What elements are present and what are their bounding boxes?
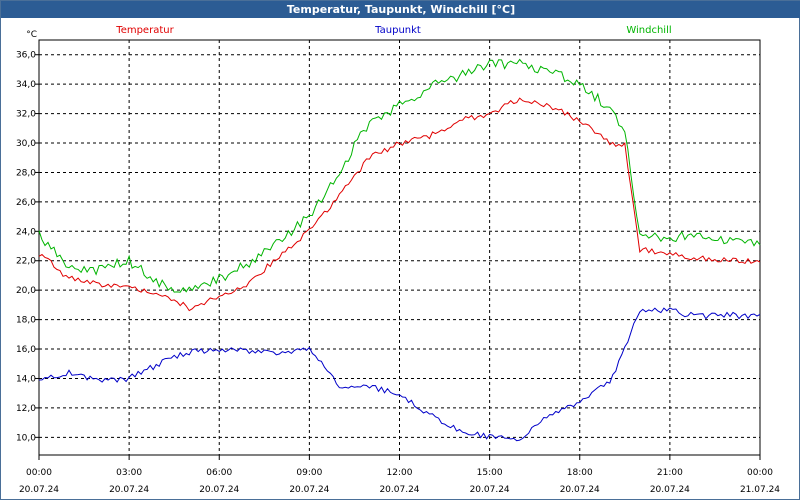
series-line-temperatur (38, 97, 761, 312)
x-tick-date-label: 20.07.24 (560, 485, 600, 495)
x-tick-time-label: 03:00 (116, 468, 142, 478)
y-tick-label: 12,0 (16, 404, 36, 414)
y-tick-label: 36,0 (16, 51, 36, 61)
y-tick-label: 16,0 (16, 345, 36, 355)
series-line-taupunkt (38, 307, 761, 442)
y-tick-label: 26,0 (16, 198, 36, 208)
x-tick-time-label: 09:00 (296, 468, 322, 478)
y-tick-label: 18,0 (16, 316, 36, 326)
x-tick-date-label: 20.07.24 (470, 485, 510, 495)
x-tick-time-label: 00:00 (26, 468, 52, 478)
legend-item-taupunkt: Taupunkt (374, 25, 421, 36)
y-tick-label: 20,0 (16, 286, 36, 296)
y-tick-label: 34,0 (16, 80, 36, 90)
y-tick-label: 28,0 (16, 168, 36, 178)
x-tick-date-label: 20.07.24 (650, 485, 690, 495)
y-tick-label: 30,0 (16, 139, 36, 149)
y-tick-label: 14,0 (16, 374, 36, 384)
x-tick-time-label: 21:00 (657, 468, 683, 478)
y-axis-label: °C (26, 30, 37, 40)
x-tick-date-label: 20.07.24 (199, 485, 239, 495)
x-tick-time-label: 15:00 (477, 468, 503, 478)
x-tick-date-label: 20.07.24 (109, 485, 149, 495)
x-tick-time-label: 06:00 (206, 468, 232, 478)
x-tick-time-label: 12:00 (387, 468, 413, 478)
y-tick-label: 10,0 (16, 433, 36, 443)
x-tick-date-label: 20.07.24 (19, 485, 59, 495)
x-tick-date-label: 21.07.24 (740, 485, 780, 495)
x-tick-time-label: 18:00 (567, 468, 593, 478)
legend-item-windchill: Windchill (626, 25, 671, 36)
x-tick-date-label: 20.07.24 (379, 485, 419, 495)
chart-title-bar: Temperatur, Taupunkt, Windchill [°C] (1, 1, 800, 18)
y-tick-label: 32,0 (16, 110, 36, 120)
legend-item-temperatur: Temperatur (115, 25, 174, 36)
x-tick-time-label: 00:00 (747, 468, 773, 478)
y-tick-label: 22,0 (16, 257, 36, 267)
y-tick-label: 24,0 (16, 227, 36, 237)
series-line-windchill (38, 58, 761, 293)
x-tick-date-label: 20.07.24 (289, 485, 329, 495)
